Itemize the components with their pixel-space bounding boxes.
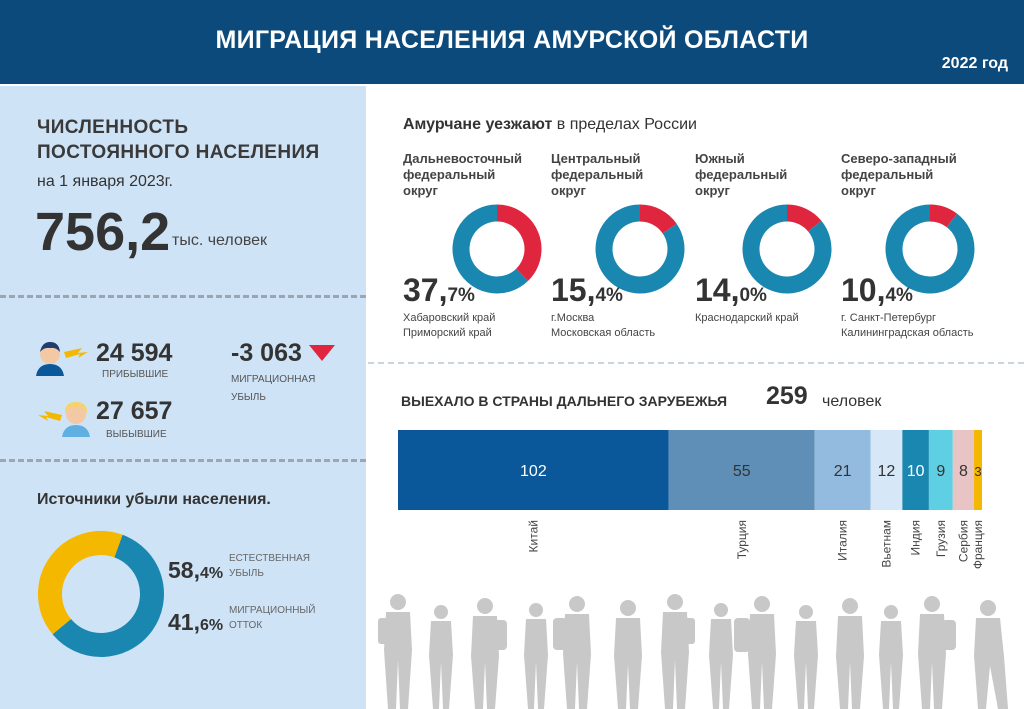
divider (0, 295, 366, 298)
district-regions-far-east: Хабаровский край Приморский край (403, 312, 496, 339)
bar-segment-3 (870, 430, 903, 510)
district-donut-southern (742, 204, 832, 294)
sources-donut-slice-1 (38, 531, 123, 635)
bar-value-label: 12 (878, 463, 896, 480)
district-donut-2-slice-0 (786, 204, 822, 232)
district-donut-central (595, 204, 685, 294)
population-value: 756,2 (35, 202, 171, 262)
sources-donut-slice-0 (52, 534, 164, 657)
bar-value-label: 10 (907, 463, 925, 480)
departed-label: ВЫБЫВШИЕ (106, 429, 167, 440)
header-banner: МИГРАЦИЯ НАСЕЛЕНИЯ АМУРСКОЙ ОБЛАСТИ 2022… (0, 0, 1024, 84)
district-donut-3-slice-0 (929, 204, 958, 228)
district-name-southern: Южный федеральный округ (695, 151, 788, 198)
crowd-silhouette-icon (378, 594, 1008, 709)
arrived-value: 24 594 (96, 339, 173, 367)
district-donut-far-east (452, 204, 542, 294)
natural-decline-percent: 58,4% (168, 557, 224, 583)
departed-value: 27 657 (96, 397, 173, 425)
bar-category-label: Франция (971, 520, 985, 569)
population-date: на 1 января 2023г. (37, 173, 173, 190)
natural-decline-label: ЕСТЕСТВЕННАЯ УБЫЛЬ (229, 553, 311, 579)
abroad-stacked-bar-chart: 102 Китай 55 Турция 21 Италия 12 Вьетнам 10 Индия… (398, 430, 985, 569)
page-title: МИГРАЦИЯ НАСЕЛЕНИЯ АМУРСКОЙ ОБЛАСТИ (215, 26, 809, 54)
migration-outflow-percent: 41,6% (168, 609, 224, 635)
bar-category-label: Турция (735, 520, 749, 559)
bar-value-label: 9 (936, 463, 945, 480)
district-percent-southern: 14,0% (695, 272, 767, 308)
district-regions-central: г.Москва Московская область (551, 312, 656, 339)
bar-category-label: Италия (836, 520, 850, 561)
abroad-title: Выехало в страны дальнего зарубежья (401, 393, 728, 409)
district-donut-1-slice-0 (639, 204, 677, 234)
bar-segment-5 (928, 430, 953, 510)
bar-segment-6 (952, 430, 975, 510)
district-donut-2-slice-1 (742, 204, 832, 294)
district-name-northwest: Северо-западный федеральный округ (841, 151, 957, 198)
bar-category-label: Сербия (956, 520, 970, 562)
district-donut-1-slice-1 (595, 204, 685, 294)
bar-segment-2 (814, 430, 871, 510)
district-percent-far-east: 37,7% (403, 272, 475, 308)
bar-value-label: 3 (974, 464, 981, 479)
district-donut-0-slice-0 (496, 204, 542, 281)
russia-section-title: Амурчане уезжают в пределах России (403, 116, 697, 133)
year-label: 2022 год (941, 55, 1008, 72)
bar-category-label: Вьетнам (879, 520, 893, 568)
divider (0, 459, 366, 462)
district-regions-northwest: г. Санкт-Петербург Калининградская облас… (841, 312, 974, 339)
net-migration-value: -3 063 (231, 339, 302, 367)
down-arrow-icon (309, 345, 335, 361)
population-title: ЧИСЛЕННОСТЬ ПОСТОЯННОГО НАСЕЛЕНИЯ (37, 117, 320, 163)
net-migration-label: МИГРАЦИОННАЯ УБЫЛЬ (231, 374, 316, 403)
district-name-far-east: Дальневосточный федеральный округ (403, 151, 522, 198)
abroad-total-unit: человек (822, 393, 882, 410)
divider (368, 362, 1024, 364)
bar-category-label: Китай (526, 520, 540, 552)
arrived-person-icon (36, 342, 88, 376)
district-donut-northwest (885, 204, 975, 294)
arrived-label: ПРИБЫВШИЕ (102, 369, 169, 380)
district-percent-northwest: 10,4% (841, 272, 913, 308)
bar-category-label: Грузия (934, 520, 948, 557)
bar-value-label: 21 (834, 463, 852, 480)
departed-person-icon (38, 402, 90, 437)
bar-segment-0 (398, 430, 669, 510)
bar-segment-7 (974, 430, 982, 510)
population-unit: тыс. человек (172, 232, 268, 249)
sources-title: Источники убыли населения. (37, 491, 271, 508)
bar-value-label: 55 (733, 463, 751, 480)
district-percent-central: 15,4% (551, 272, 623, 308)
district-donut-3-slice-1 (885, 204, 975, 294)
district-name-central: Центральный федеральный округ (551, 151, 644, 198)
bar-segment-1 (668, 430, 815, 510)
bar-value-label: 102 (520, 463, 547, 480)
district-donut-0-slice-1 (452, 204, 529, 294)
bar-category-label: Индия (909, 520, 923, 555)
bar-segment-4 (902, 430, 929, 510)
district-regions-southern: Краснодарский край (695, 312, 799, 324)
bar-value-label: 8 (959, 463, 968, 480)
abroad-total: 259 (766, 382, 808, 410)
migration-outflow-label: МИГРАЦИОННЫЙ ОТТОК (229, 605, 316, 631)
sources-donut-chart (38, 531, 164, 657)
